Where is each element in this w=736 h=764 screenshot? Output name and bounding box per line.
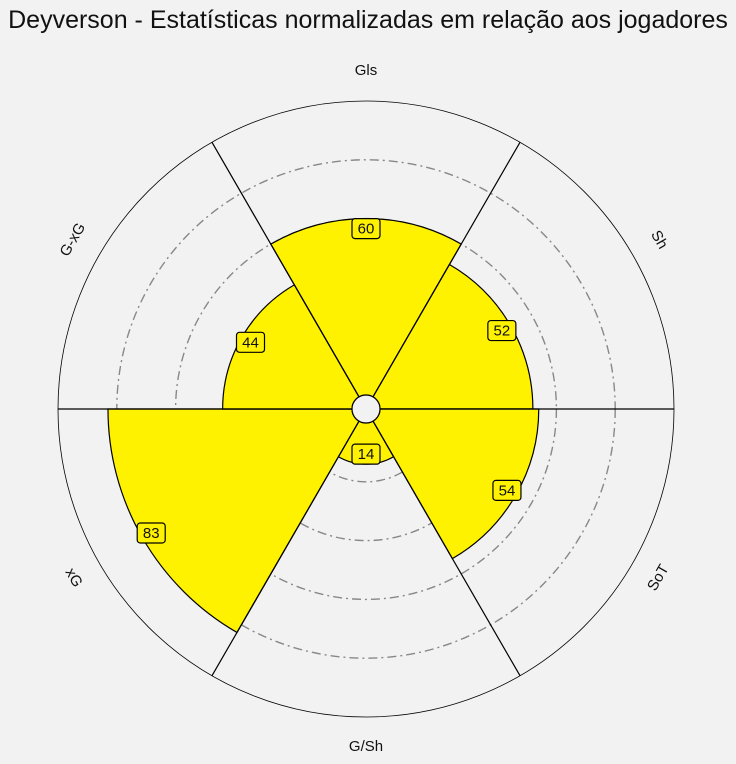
value-label-sot: 54 [499,482,516,499]
axis-label-sot: SoT [644,562,672,594]
center-hole [351,394,381,424]
value-label-g-sh: 14 [358,446,375,463]
spokes-layer [58,141,674,677]
spoke-line [365,141,521,410]
value-label-box [487,319,517,342]
spoke-line [211,408,367,677]
axis-label-sh: Sh [647,228,671,252]
value-label-g-xg: 44 [242,334,259,351]
value-label-box [492,479,522,501]
value-labels-layer: 60 52 54 14 83 44 [136,218,522,544]
axis-label-g-sh: G/Sh [349,738,383,755]
value-label-box [351,218,381,240]
value-label-box [351,443,381,465]
value-label-xg: 83 [143,525,160,542]
value-label-box [235,331,266,353]
axis-label-xg: xG [62,565,86,590]
spoke-line [211,141,367,410]
spoke-line [365,408,521,677]
value-label-gls: 60 [358,221,375,238]
axis-label-gls: Gls [355,62,378,79]
chart-title: Deyverson - Estatísticas normalizadas em… [8,6,728,34]
axis-label-g-xg: G-xG [57,220,90,260]
value-label-box [136,522,166,544]
center-hole-layer [351,394,381,424]
value-label-sh: 52 [494,323,511,340]
